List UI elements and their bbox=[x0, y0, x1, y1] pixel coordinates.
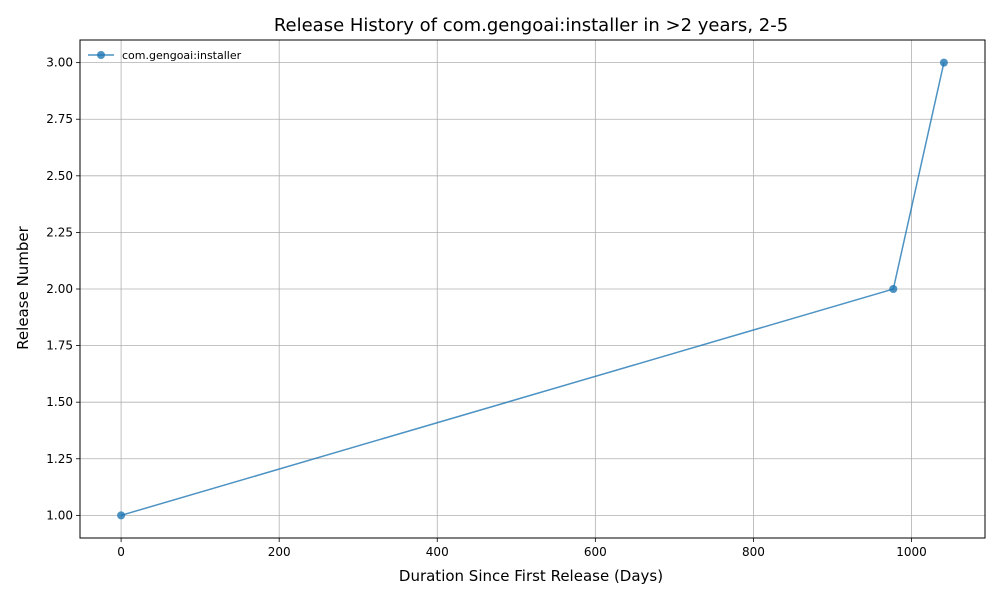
y-tick-label: 2.75 bbox=[46, 112, 73, 126]
legend: com.gengoai:installer bbox=[88, 49, 242, 62]
x-tick-label: 1000 bbox=[896, 545, 927, 559]
x-tick-label: 800 bbox=[742, 545, 765, 559]
y-tick-label: 1.25 bbox=[46, 452, 73, 466]
y-axis-ticks: 1.00 1.25 1.50 1.75 2.00 2.25 2.50 2.75 3.00 bbox=[46, 56, 80, 522]
series-layer bbox=[117, 58, 948, 520]
y-tick-label: 1.75 bbox=[46, 339, 73, 353]
x-tick-label: 600 bbox=[584, 545, 607, 559]
x-tick-label: 400 bbox=[426, 545, 449, 559]
legend-label-series-0: com.gengoai:installer bbox=[122, 49, 242, 62]
y-tick-label: 2.50 bbox=[46, 169, 73, 183]
data-point-0-0 bbox=[117, 511, 126, 520]
data-point-0-2 bbox=[939, 58, 948, 67]
y-axis-label: Release Number bbox=[14, 225, 32, 349]
x-tick-label: 0 bbox=[117, 545, 125, 559]
grid-lines bbox=[80, 40, 985, 538]
chart-title: Release History of com.gengoai:installer… bbox=[274, 15, 788, 36]
y-tick-label: 3.00 bbox=[46, 56, 73, 70]
x-axis-label: Duration Since First Release (Days) bbox=[399, 567, 663, 585]
y-tick-label: 1.50 bbox=[46, 395, 73, 409]
x-tick-label: 200 bbox=[268, 545, 291, 559]
y-tick-label: 2.25 bbox=[46, 225, 73, 239]
data-point-0-1 bbox=[889, 285, 898, 293]
y-tick-label: 1.00 bbox=[46, 508, 73, 522]
legend-marker-swatch bbox=[97, 51, 105, 59]
y-tick-label: 2.00 bbox=[46, 282, 73, 296]
x-axis-ticks: 0 200 400 600 800 1000 bbox=[117, 538, 927, 559]
